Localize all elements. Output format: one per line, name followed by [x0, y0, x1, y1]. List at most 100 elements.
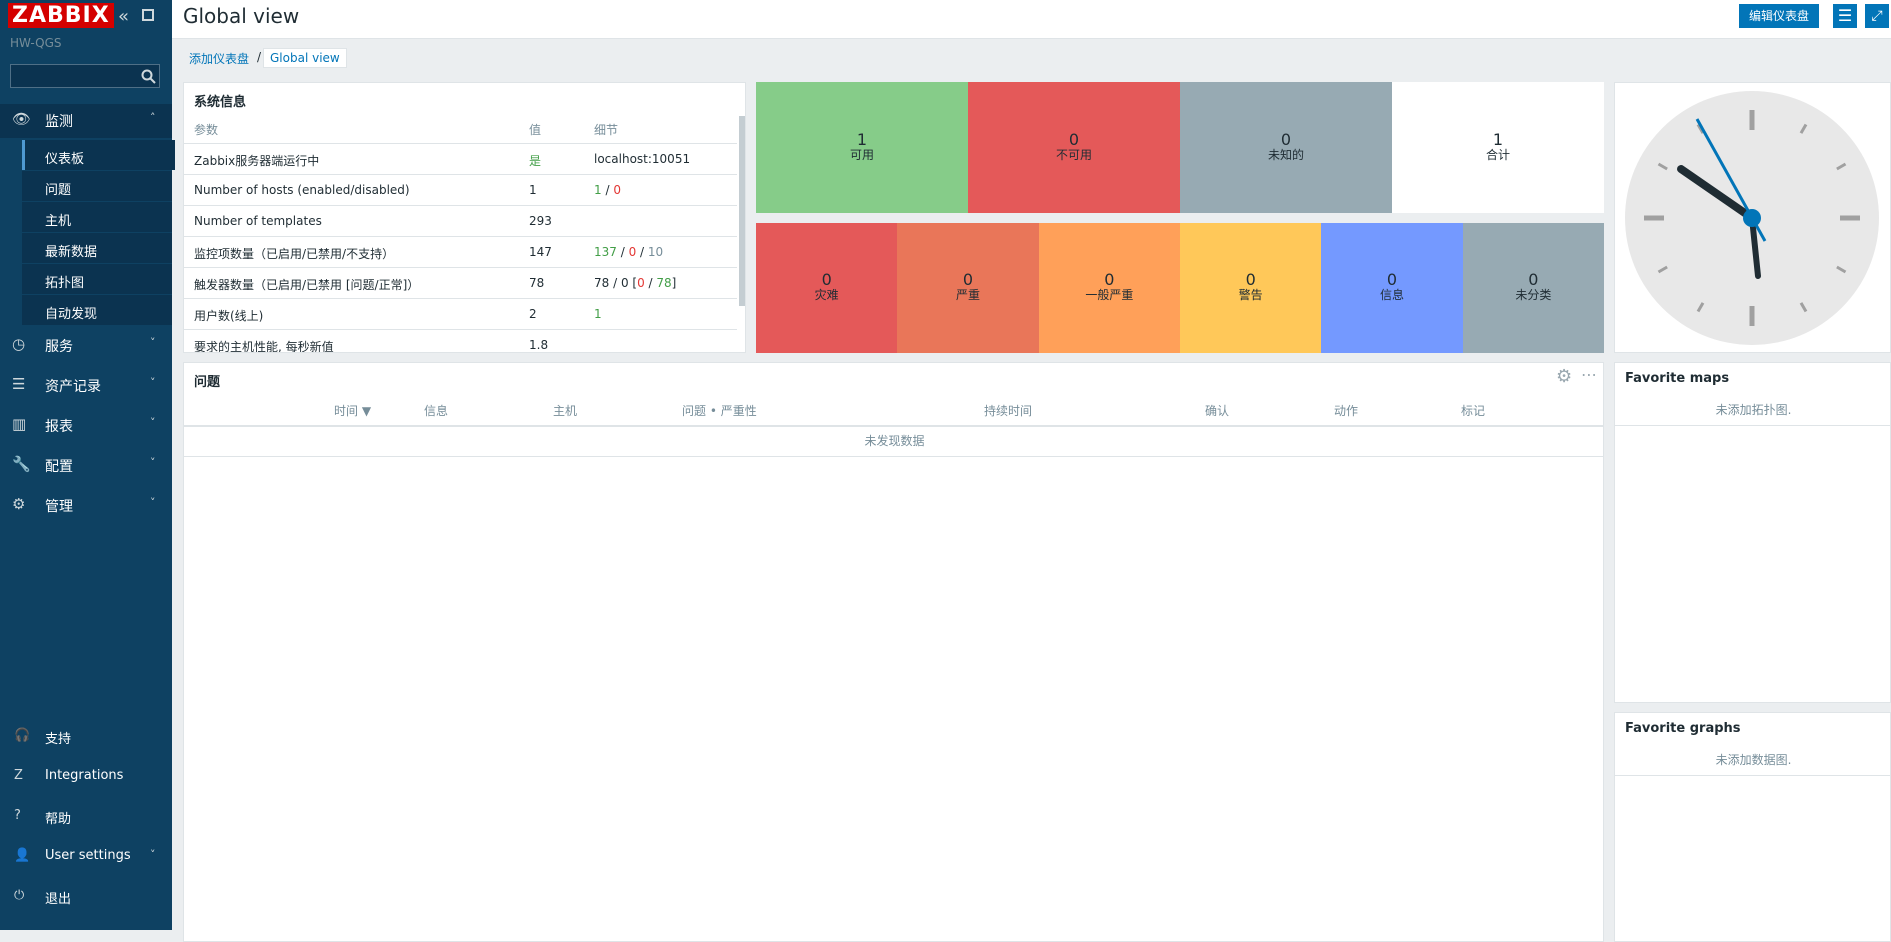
- menu-button[interactable]: ☰: [1833, 4, 1857, 28]
- value-cell: 78: [529, 276, 545, 290]
- status-label: 未知的: [1267, 147, 1304, 162]
- status-label: 合计: [1485, 147, 1510, 162]
- menu-item[interactable]: Integrations: [45, 768, 124, 783]
- fullscreen-button[interactable]: ⤢: [1865, 4, 1889, 28]
- kiosk-icon[interactable]: [142, 9, 154, 21]
- submenu-item[interactable]: 拓扑图: [45, 276, 85, 291]
- submenu-item[interactable]: 问题: [45, 183, 72, 198]
- detail-part: 10: [647, 245, 664, 259]
- status-cell[interactable]: 0 未分类: [1462, 223, 1604, 353]
- breadcrumb-separator: /: [257, 50, 262, 64]
- more-icon[interactable]: ⋯: [1581, 365, 1597, 384]
- clock: [1625, 91, 1879, 345]
- breadcrumb-current[interactable]: Global view: [263, 48, 347, 68]
- favorite-maps-widget: Favorite maps 未添加拓扑图.: [1614, 362, 1891, 703]
- value-cell: 293: [529, 214, 552, 228]
- status-cell[interactable]: 0 不可用: [968, 82, 1180, 213]
- widget-title: Favorite graphs: [1625, 721, 1741, 736]
- collapse-icon[interactable]: «: [118, 6, 130, 27]
- status-cell[interactable]: 0 严重: [897, 223, 1039, 353]
- status-label: 未分类: [1515, 288, 1552, 302]
- column-header: 问题 • 严重性: [682, 404, 757, 418]
- problems-widget: 问题 ⚙ ⋯ 未发现数据 时间 ▼ 信息 主机 问题 • 严重性 持续时间 确认 动作 标记: [183, 362, 1604, 942]
- menu-item[interactable]: 服务: [45, 339, 73, 355]
- status-cell[interactable]: 0 一般严重: [1038, 223, 1180, 353]
- search-icon[interactable]: [141, 69, 156, 84]
- value-cell: 是: [529, 154, 542, 168]
- menu-item[interactable]: 管理: [45, 499, 73, 515]
- status-count: 0: [1104, 270, 1115, 289]
- detail-part: /: [616, 245, 629, 259]
- status-cell[interactable]: 0 灾难: [756, 223, 898, 353]
- status-label: 一般严重: [1085, 288, 1134, 302]
- menu-item[interactable]: User settings: [45, 848, 131, 863]
- row-rule: [184, 236, 737, 237]
- status-cell[interactable]: 1 可用: [756, 82, 968, 213]
- menu-item[interactable]: 帮助: [45, 812, 72, 827]
- chevron: ˅: [150, 496, 156, 509]
- clock-widget: [1614, 82, 1891, 353]
- status-cell[interactable]: 0 未知的: [1180, 82, 1392, 213]
- chevron: ˅: [150, 848, 156, 861]
- menu-active-bg: [0, 104, 172, 138]
- status-count: 1: [856, 129, 868, 149]
- header-rule: [184, 425, 1603, 427]
- status-count: 0: [821, 270, 832, 289]
- menu-item[interactable]: 支持: [45, 732, 72, 747]
- status-cell[interactable]: 0 警告: [1180, 223, 1322, 353]
- status-cell[interactable]: 1 合计: [1392, 82, 1604, 213]
- widget-title: 问题: [194, 375, 221, 390]
- empty-message: 未添加拓扑图.: [1715, 403, 1792, 417]
- value-cell: 1: [529, 183, 537, 197]
- chevron: ˄: [150, 111, 156, 124]
- menu-icon: ?: [14, 808, 21, 823]
- status-label: 信息: [1379, 288, 1404, 302]
- breadcrumb-link[interactable]: 添加仪表盘: [189, 52, 250, 66]
- scrollbar[interactable]: [739, 116, 745, 306]
- logo[interactable]: ZABBIX: [8, 3, 114, 28]
- hour-hand: [1677, 165, 1756, 222]
- column-header: 值: [529, 123, 542, 137]
- status-cell[interactable]: 0 信息: [1321, 223, 1463, 353]
- chevron: ˅: [150, 416, 156, 429]
- param-cell: 用户数(线上): [194, 309, 264, 323]
- submenu-item[interactable]: 仪表板: [45, 152, 85, 167]
- details-cell: localhost:10051: [594, 152, 690, 166]
- system-info-widget: 系统信息 参数 值 细节 Zabbix服务器端运行中 是 localhost:10051 N…: [183, 82, 746, 353]
- param-cell: 监控项数量（已启用/已禁用/不支持）: [194, 247, 395, 261]
- settings-icon[interactable]: ⚙: [1556, 366, 1573, 387]
- column-header: 标记: [1461, 404, 1486, 418]
- column-header: 持续时间: [984, 404, 1033, 418]
- submenu-bg: [22, 202, 172, 232]
- detail-part: 0: [628, 245, 637, 259]
- edit-dashboard-button[interactable]: 编辑仪表盘: [1739, 4, 1820, 28]
- row-rule: [184, 174, 737, 175]
- submenu-item[interactable]: 自动发现: [45, 307, 98, 322]
- menu-item[interactable]: 资产记录: [45, 379, 101, 395]
- clock-tick: [1836, 162, 1847, 171]
- status-label: 警告: [1238, 288, 1263, 302]
- menu-item[interactable]: 退出: [45, 892, 72, 907]
- minute-hand: [1749, 215, 1761, 279]
- clock-tick: [1799, 123, 1808, 134]
- column-header[interactable]: 时间 ▼: [334, 404, 372, 418]
- value-cell: 1.8: [529, 338, 549, 352]
- row-rule: [1615, 425, 1890, 426]
- menu-icon: ▥: [12, 415, 27, 433]
- submenu-item[interactable]: 最新数据: [45, 245, 98, 260]
- clock-tick: [1799, 302, 1808, 313]
- menu-item[interactable]: 报表: [45, 419, 73, 435]
- search-box[interactable]: [10, 64, 160, 88]
- problems-by-severity-widget: 0 灾难 0 严重 0 一般严重 0 警告 0 信息 0 未分类: [756, 223, 1604, 353]
- menu-item[interactable]: 监测: [45, 114, 73, 130]
- submenu-item[interactable]: 主机: [45, 214, 72, 229]
- host-availability-widget: 1 可用 0 不可用 0 未知的 1 合计: [756, 82, 1604, 213]
- page-title: Global view: [183, 4, 300, 28]
- menu-item[interactable]: 配置: [45, 459, 73, 475]
- menu-icon: 👁: [12, 110, 32, 128]
- column-header: 信息: [424, 404, 449, 418]
- detail-part: 1: [594, 307, 602, 321]
- status-count: 1: [1492, 129, 1504, 149]
- param-cell: Number of hosts (enabled/disabled): [194, 183, 410, 197]
